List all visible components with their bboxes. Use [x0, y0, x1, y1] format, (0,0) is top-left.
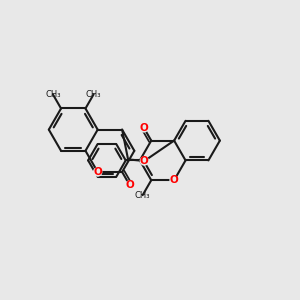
- Circle shape: [126, 181, 134, 189]
- Circle shape: [94, 168, 102, 176]
- Text: CH₃: CH₃: [135, 190, 150, 200]
- Text: O: O: [140, 123, 148, 133]
- Circle shape: [140, 124, 148, 132]
- Text: O: O: [125, 180, 134, 190]
- Text: CH₃: CH₃: [86, 90, 101, 99]
- Text: CH₃: CH₃: [45, 90, 61, 99]
- Circle shape: [170, 176, 178, 184]
- Text: O: O: [93, 167, 102, 177]
- Text: O: O: [170, 175, 178, 185]
- Text: O: O: [140, 156, 149, 166]
- Circle shape: [140, 157, 148, 165]
